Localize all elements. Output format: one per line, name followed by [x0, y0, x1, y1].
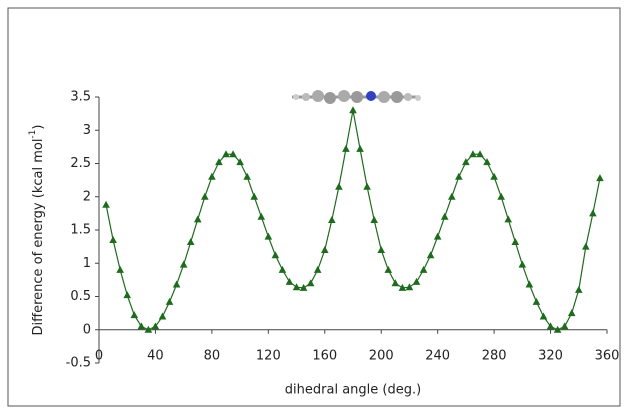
data-point [370, 216, 378, 224]
data-point [596, 174, 604, 182]
data-point [440, 212, 449, 220]
data-point [285, 277, 294, 285]
data-point [299, 283, 308, 291]
data-point [208, 172, 216, 180]
data-point [539, 312, 548, 320]
y-tick-label: 2 [83, 189, 91, 204]
y-axis-label-sup: -1 [28, 130, 38, 139]
data-point [193, 215, 202, 223]
data-point [469, 150, 477, 158]
data-point [109, 235, 117, 243]
data-point [137, 322, 146, 330]
data-point [476, 150, 484, 158]
data-point [201, 192, 209, 200]
data-point [356, 144, 364, 152]
data-point [257, 212, 266, 220]
data-point [264, 232, 273, 240]
data-point [511, 237, 520, 245]
data-point [447, 192, 456, 200]
x-tick-label: 80 [204, 349, 221, 364]
data-point [271, 251, 280, 259]
data-point [433, 232, 442, 240]
data-point [560, 322, 569, 330]
data-point [229, 150, 237, 158]
data-point [292, 283, 301, 291]
data-point [179, 260, 188, 268]
data-point [426, 251, 435, 259]
data-point [123, 291, 132, 299]
data-point [412, 277, 421, 285]
data-point [215, 158, 223, 166]
x-tick-label: 280 [482, 349, 507, 364]
data-point [377, 245, 386, 253]
y-tick-label: 3.5 [70, 90, 91, 105]
data-point [151, 322, 160, 330]
data-point [130, 311, 139, 319]
data-point [405, 283, 414, 291]
molecule-image [292, 90, 421, 104]
data-point [567, 309, 576, 317]
data-point [116, 265, 124, 273]
y-tick-label: 0.5 [70, 289, 91, 304]
data-point [391, 279, 400, 287]
data-point [158, 312, 167, 320]
y-axis-label-main: Difference of energy (kcal mol [31, 139, 46, 336]
x-tick-label: 240 [425, 349, 450, 364]
y-tick-label: 2.5 [70, 156, 91, 171]
data-point [243, 172, 251, 180]
data-point [518, 260, 527, 268]
data-point [462, 158, 470, 166]
x-tick-label: 320 [538, 349, 563, 364]
data-point [490, 172, 498, 180]
y-tick-label: 0 [83, 322, 91, 337]
x-tick-label: 200 [369, 349, 394, 364]
chart-border [7, 7, 621, 407]
y-tick-label: 1 [83, 256, 91, 271]
x-tick-label: 160 [312, 349, 337, 364]
data-point [144, 325, 153, 333]
data-point [328, 216, 336, 224]
data-point [419, 265, 428, 273]
data-point [186, 237, 195, 245]
data-point [278, 265, 287, 273]
data-point [525, 280, 534, 288]
data-point [342, 144, 350, 152]
data-point [497, 192, 505, 200]
data-point [102, 200, 110, 208]
data-point [306, 279, 315, 287]
data-point [222, 150, 230, 158]
data-point [165, 297, 174, 305]
data-point [455, 172, 463, 180]
data-point [553, 325, 562, 333]
data-point [384, 265, 393, 273]
y-tick-label: -0.5 [66, 356, 91, 371]
data-point [504, 215, 513, 223]
data-point [363, 182, 371, 190]
data-point [398, 283, 407, 291]
x-tick-label: 0 [95, 349, 103, 364]
data-point [582, 242, 590, 250]
y-axis-label: Difference of energy (kcal mol-1) [28, 125, 46, 336]
data-point [349, 106, 357, 114]
x-tick-label: 40 [147, 349, 164, 364]
data-point [172, 280, 181, 288]
data-point [532, 297, 541, 305]
y-tick-label: 3 [83, 123, 91, 138]
y-axis-label-end: ) [31, 125, 46, 130]
data-point [574, 285, 583, 293]
data-point [483, 158, 491, 166]
data-point [320, 245, 329, 253]
data-point [250, 192, 259, 200]
data-point [236, 158, 244, 166]
y-tick-label: 1.5 [70, 223, 91, 238]
x-axis-label: dihedral angle (deg.) [285, 383, 421, 398]
x-tick-label: 120 [256, 349, 281, 364]
data-point [589, 209, 597, 217]
data-point [546, 322, 555, 330]
data-point [335, 182, 343, 190]
x-tick-label: 360 [595, 349, 620, 364]
data-point [313, 265, 322, 273]
